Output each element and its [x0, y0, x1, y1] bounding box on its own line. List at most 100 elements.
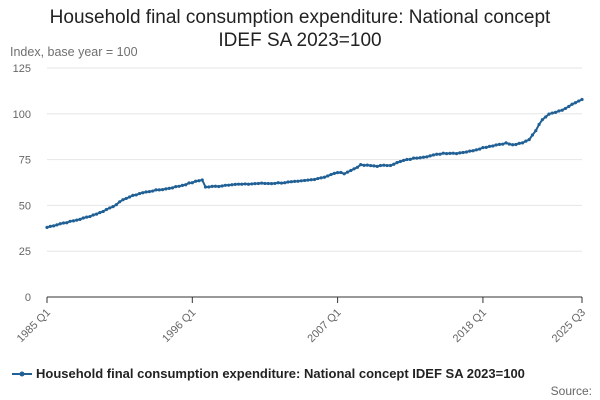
data-point[interactable] — [342, 172, 346, 176]
data-point[interactable] — [491, 144, 495, 148]
data-point[interactable] — [263, 181, 267, 186]
data-point[interactable] — [481, 145, 485, 150]
data-point[interactable] — [372, 164, 376, 168]
data-point[interactable] — [65, 221, 69, 225]
data-point[interactable] — [464, 150, 469, 154]
data-point[interactable] — [213, 184, 218, 188]
data-point[interactable] — [309, 178, 313, 182]
data-point[interactable] — [451, 151, 455, 155]
data-point[interactable] — [418, 156, 422, 160]
data-point[interactable] — [147, 190, 151, 194]
data-point[interactable] — [91, 213, 95, 217]
data-point[interactable] — [286, 180, 290, 184]
data-point[interactable] — [144, 190, 148, 194]
data-point[interactable] — [544, 115, 548, 119]
data-point[interactable] — [438, 152, 442, 156]
data-point[interactable] — [385, 163, 389, 168]
data-point[interactable] — [269, 182, 274, 186]
data-point[interactable] — [71, 219, 76, 223]
data-point[interactable] — [134, 193, 138, 197]
data-point[interactable] — [121, 198, 125, 202]
data-point[interactable] — [445, 152, 449, 156]
data-point[interactable] — [332, 171, 336, 175]
data-point[interactable] — [197, 179, 201, 183]
data-point[interactable] — [256, 181, 260, 186]
data-point[interactable] — [52, 224, 56, 228]
data-point[interactable] — [184, 183, 188, 187]
data-point[interactable] — [573, 101, 578, 105]
data-point[interactable] — [369, 163, 373, 168]
data-point[interactable] — [266, 181, 270, 186]
data-point[interactable] — [81, 216, 85, 220]
data-point[interactable] — [141, 191, 145, 195]
data-point[interactable] — [98, 210, 102, 215]
data-point[interactable] — [527, 138, 531, 142]
data-point[interactable] — [223, 183, 227, 187]
data-point[interactable] — [289, 180, 293, 184]
data-point[interactable] — [243, 182, 247, 186]
data-point[interactable] — [504, 141, 508, 145]
data-point[interactable] — [441, 151, 445, 155]
data-point[interactable] — [375, 164, 379, 168]
data-point[interactable] — [279, 181, 284, 185]
data-point[interactable] — [326, 174, 330, 178]
legend[interactable]: Household final consumption expenditure:… — [12, 366, 525, 381]
data-point[interactable] — [312, 177, 317, 182]
data-point[interactable] — [398, 159, 402, 164]
data-point[interactable] — [474, 148, 478, 152]
data-point[interactable] — [563, 106, 568, 111]
data-point[interactable] — [151, 189, 155, 193]
data-point[interactable] — [108, 206, 112, 210]
data-point[interactable] — [322, 175, 327, 179]
data-point[interactable] — [478, 147, 482, 151]
data-point[interactable] — [471, 149, 475, 153]
data-point[interactable] — [190, 181, 194, 185]
data-point[interactable] — [236, 182, 241, 186]
data-point[interactable] — [408, 157, 412, 161]
data-point[interactable] — [458, 151, 462, 155]
data-point[interactable] — [283, 181, 287, 185]
data-point[interactable] — [382, 163, 386, 167]
data-point[interactable] — [484, 145, 488, 149]
data-point[interactable] — [553, 110, 558, 114]
data-point[interactable] — [177, 184, 181, 188]
data-point[interactable] — [220, 184, 224, 188]
data-point[interactable] — [425, 155, 429, 159]
data-point[interactable] — [405, 157, 409, 162]
data-point[interactable] — [127, 195, 132, 199]
data-point[interactable] — [454, 151, 459, 156]
data-point[interactable] — [517, 141, 521, 145]
data-point[interactable] — [501, 142, 505, 146]
data-point[interactable] — [494, 143, 498, 147]
data-point[interactable] — [104, 207, 109, 212]
data-point[interactable] — [567, 104, 571, 109]
data-point[interactable] — [411, 156, 416, 160]
data-point[interactable] — [210, 184, 214, 188]
data-point[interactable] — [111, 205, 115, 209]
data-point[interactable] — [507, 142, 511, 146]
data-point[interactable] — [349, 168, 353, 173]
data-point[interactable] — [402, 158, 406, 162]
data-point[interactable] — [230, 183, 234, 187]
data-point[interactable] — [174, 185, 178, 189]
data-point[interactable] — [157, 188, 161, 192]
data-point[interactable] — [299, 179, 303, 183]
data-point[interactable] — [557, 109, 561, 113]
data-point[interactable] — [319, 176, 323, 180]
data-point[interactable] — [75, 218, 79, 222]
data-point[interactable] — [316, 176, 320, 181]
data-point[interactable] — [520, 141, 525, 145]
data-point[interactable] — [296, 179, 300, 183]
data-point[interactable] — [124, 196, 128, 201]
data-point[interactable] — [537, 122, 541, 127]
data-point[interactable] — [154, 188, 158, 192]
data-point[interactable] — [85, 215, 89, 219]
data-point[interactable] — [547, 112, 551, 116]
data-point[interactable] — [137, 191, 142, 196]
data-point[interactable] — [114, 203, 118, 207]
data-point[interactable] — [388, 163, 393, 168]
data-point[interactable] — [94, 212, 99, 216]
data-point[interactable] — [45, 225, 49, 229]
data-point[interactable] — [58, 222, 62, 226]
data-point[interactable] — [524, 139, 528, 143]
